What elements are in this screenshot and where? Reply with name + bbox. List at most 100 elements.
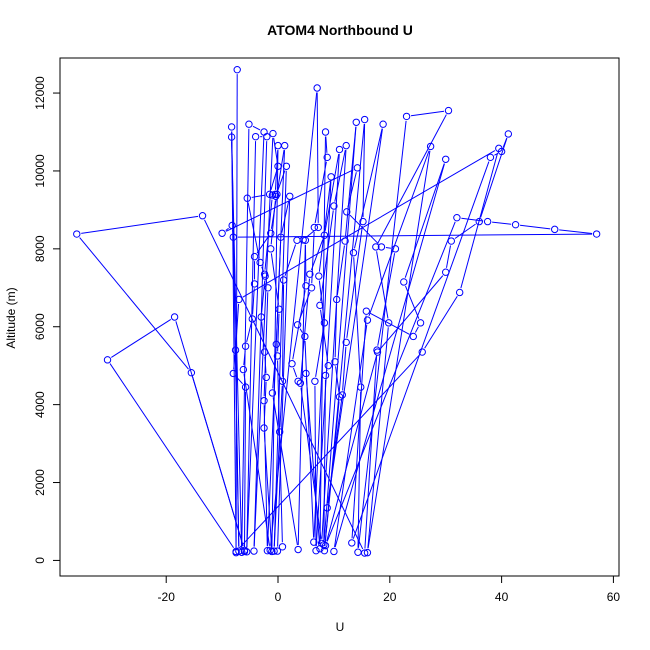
data-point: [229, 233, 237, 241]
x-tick-label: 60: [607, 590, 621, 604]
data-point: [333, 295, 341, 304]
series-segment: [367, 150, 431, 549]
series-segment: [324, 153, 340, 231]
series-segment: [310, 239, 324, 271]
series-segment: [271, 150, 279, 547]
data-point: [264, 284, 272, 292]
series-segment: [314, 161, 327, 224]
data-point: [260, 397, 268, 405]
data-point: [301, 332, 309, 341]
data-point: [227, 133, 236, 141]
data-point: [241, 342, 250, 350]
data-point: [302, 369, 310, 378]
data-point: [235, 295, 243, 304]
y-tick-label: 4000: [33, 391, 47, 418]
data-point: [272, 192, 280, 200]
data-point: [260, 424, 268, 432]
data-point: [360, 115, 369, 124]
data-point: [312, 546, 320, 555]
series-segment: [347, 172, 357, 208]
series-segment: [342, 346, 347, 391]
data-point: [418, 348, 426, 356]
data-point: [551, 225, 559, 234]
data-point: [316, 301, 324, 310]
data-point: [335, 145, 344, 154]
series-segment: [351, 315, 367, 539]
data-point: [353, 164, 362, 172]
series-segment: [306, 229, 316, 238]
series-segment: [292, 290, 306, 360]
series-points: [73, 65, 601, 557]
series-segment: [414, 326, 419, 333]
data-point: [296, 379, 305, 387]
data-point: [330, 202, 338, 210]
data-point: [198, 212, 207, 220]
series-segment: [424, 296, 458, 349]
data-point: [442, 268, 450, 276]
data-point: [256, 258, 264, 267]
series-segment: [300, 376, 304, 379]
data-point: [400, 278, 408, 286]
x-axis-label: U: [336, 620, 345, 634]
series-segment: [334, 163, 445, 548]
data-point: [310, 223, 319, 232]
data-point: [260, 348, 269, 356]
plot-frame: [59, 57, 620, 577]
series-segment: [321, 150, 347, 539]
series-segment: [316, 92, 319, 223]
data-point: [274, 162, 282, 170]
series-segment: [243, 350, 246, 366]
data-point: [274, 141, 282, 150]
data-point: [349, 249, 358, 257]
data-point: [323, 153, 331, 162]
series-segment: [326, 356, 377, 542]
data-point: [187, 368, 196, 377]
data-point: [495, 144, 503, 153]
data-point: [286, 192, 294, 200]
series-segment: [404, 163, 445, 278]
data-point: [245, 120, 253, 128]
data-point: [243, 194, 251, 202]
data-point: [170, 313, 179, 321]
data-point: [263, 132, 271, 141]
data-point: [293, 321, 302, 329]
series-segment: [323, 379, 326, 541]
data-point: [314, 223, 322, 232]
series-segment: [377, 253, 396, 346]
data-point: [504, 130, 513, 138]
series-segment: [318, 280, 325, 319]
data-point: [273, 190, 281, 199]
data-point: [317, 539, 326, 547]
series-segment: [281, 200, 290, 233]
series-segment: [559, 229, 593, 235]
series-segment: [270, 170, 278, 191]
series-segment: [247, 202, 260, 259]
series-segment: [304, 340, 315, 538]
series-segment: [320, 309, 329, 362]
series-segment: [241, 128, 250, 548]
series-segment: [336, 245, 345, 296]
series-segment: [235, 74, 238, 549]
x-tick-label: 40: [495, 590, 509, 604]
series-segment: [252, 288, 255, 315]
y-tick-label: 12000: [33, 76, 47, 110]
series-lines: [79, 74, 593, 550]
series-segment: [370, 312, 410, 335]
series-segment: [109, 363, 234, 549]
series-segment: [233, 354, 236, 370]
series-segment: [334, 303, 338, 358]
series-segment: [246, 136, 265, 548]
data-point: [272, 340, 281, 348]
data-point: [278, 543, 287, 551]
series-segment: [305, 377, 321, 545]
series-segment: [246, 141, 257, 548]
data-point: [227, 123, 236, 131]
data-point: [275, 305, 283, 313]
series-segment: [446, 245, 451, 268]
y-axis-label: Altitude (m): [4, 287, 18, 348]
data-point: [323, 504, 331, 512]
data-point: [447, 237, 455, 245]
series-segment: [519, 224, 551, 230]
